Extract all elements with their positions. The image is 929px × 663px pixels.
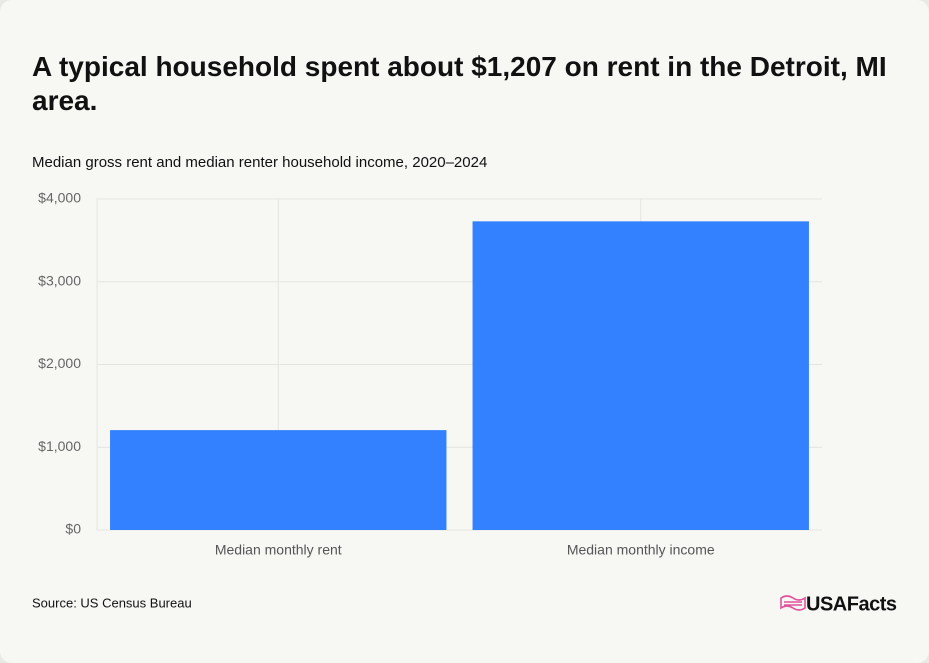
x-tick-label: Median monthly rent xyxy=(215,542,342,558)
y-tick-label: $1,000 xyxy=(38,438,81,454)
y-tick-label: $0 xyxy=(65,521,81,537)
logo-icon xyxy=(780,595,806,611)
chart-subtitle: Median gross rent and median renter hous… xyxy=(32,154,487,171)
y-tick-label: $2,000 xyxy=(38,355,81,371)
logo-text: USAFacts xyxy=(806,593,897,615)
y-tick-label: $3,000 xyxy=(38,272,81,288)
source: Source: US Census Bureau xyxy=(32,595,192,610)
y-tick-label: $4,000 xyxy=(38,190,81,206)
bar xyxy=(110,430,447,530)
bar xyxy=(472,221,809,530)
x-tick-label: Median monthly income xyxy=(567,542,715,558)
chart-title: A typical household spent about $1,207 o… xyxy=(32,51,887,116)
